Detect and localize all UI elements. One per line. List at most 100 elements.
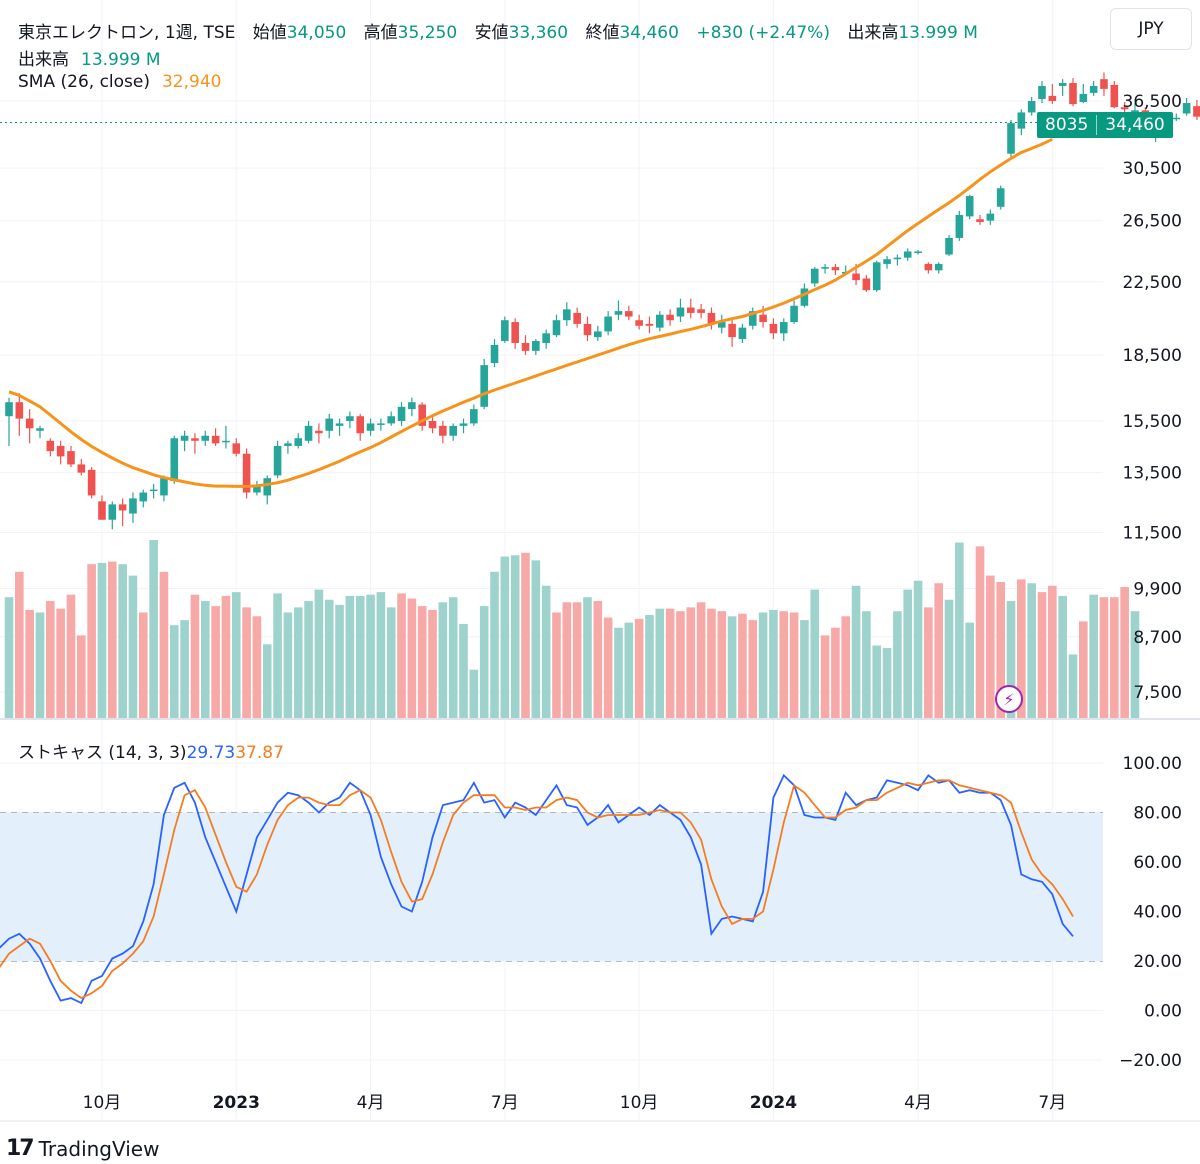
candle-body [800,288,809,306]
stoch-axis-label: 100.00 [1123,754,1182,774]
volume-legend[interactable]: 出来高 13.999 M [18,45,161,70]
lightning-icon[interactable]: ⚡ [995,685,1023,713]
candle-body [56,445,65,457]
volume-bar [293,607,303,718]
volume-bar [324,599,334,718]
price-axis-label: 30,500 [1123,159,1182,179]
volume-bar [1130,611,1140,718]
sma-legend-label: SMA (26, close) [18,72,150,92]
candle-body [160,478,168,496]
volume-bar [1089,594,1098,718]
candle-body [790,305,798,323]
candle-body [914,251,922,253]
candle-body [98,501,106,520]
volume-bar [273,593,282,718]
volume-bar [996,581,1005,718]
volume-bar [490,571,499,718]
volume-bar [1079,621,1088,718]
sma-legend[interactable]: SMA (26, close) 32,940 [18,72,221,92]
volume-bar [262,644,272,718]
volume-bar [1006,601,1016,718]
price-axis-label: 22,500 [1123,273,1182,293]
candle-body [201,435,210,441]
volume-bar [448,597,458,718]
volume-bar [913,580,923,718]
price-axis-label: 8,700 [1133,628,1182,648]
candle-body [129,498,137,514]
candle-body [346,416,354,421]
volume-bar [831,627,840,718]
volume-bar [521,552,530,718]
candle-body [728,323,736,338]
candle-body [862,278,871,291]
low-label: 安値 [474,23,509,43]
volume-bar [738,613,747,718]
candle-body [707,312,716,324]
candle-body [1131,110,1139,114]
candle-body [118,504,127,511]
volume-value: 13.999 M [898,23,978,43]
price-axis-label: 11,500 [1123,524,1182,544]
candle-body [872,262,881,291]
candle-body [191,438,199,441]
volume-bar [944,599,954,718]
tradingview-logo-icon: 17 [6,1136,35,1161]
volume-bar [748,620,758,718]
candle-body [449,425,457,436]
volume-bar [46,601,55,718]
candle-body [810,268,819,284]
volume-bar [531,560,541,718]
sma-line [8,137,1053,488]
candle-body [397,406,406,421]
volume-bar [1068,654,1078,718]
stoch-axis-label: −20.00 [1119,1051,1182,1071]
candle-body [934,263,943,271]
candle-body [284,443,292,446]
candle-body [263,478,272,496]
candle-body [325,418,334,431]
volume-bar [727,616,737,718]
candle-body [852,273,860,281]
volume-bar [665,608,675,718]
volume-bar [893,611,902,718]
volume-bar [4,597,14,718]
candle-body [676,307,685,317]
candle-body [1089,85,1098,93]
volume-bar [335,604,344,718]
volume-bar [562,602,572,718]
candle-body [563,309,571,321]
volume-legend-label: 出来高 [18,50,69,70]
candle-body [273,445,282,476]
candle-body [108,504,117,520]
candle-body [418,404,426,426]
candle-body [769,323,778,334]
candle-body [87,469,96,496]
volume-bar [965,622,974,718]
volume-bar [1110,597,1119,718]
stoch-axis-label: 80.00 [1133,804,1182,824]
candle-body [490,344,499,364]
volume-bar [252,616,262,718]
volume-bar [655,608,665,718]
stoch-legend[interactable]: ストキャス (14, 3, 3)29.7337.87 [18,738,284,763]
time-axis-label: 7月 [491,1093,519,1113]
candle-body [686,307,695,313]
volume-bar [645,615,654,718]
candle-body [1017,112,1026,129]
candle-body [955,215,964,238]
currency-button[interactable]: JPY [1110,8,1192,50]
volume-bar [355,595,365,718]
candle-body [304,425,313,441]
candlesticks [5,72,1200,530]
volume-bar [686,607,696,718]
volume-bar [159,571,169,718]
volume-bar [376,592,386,718]
price-tag-right: 34,460 [1105,115,1165,135]
candle-body [1193,106,1200,117]
candle-body [149,489,158,492]
candle-body [893,257,902,260]
tradingview-logo[interactable]: 17 TradingView [6,1136,159,1161]
volume-bar [986,575,995,718]
interval: 1週 [164,23,193,43]
